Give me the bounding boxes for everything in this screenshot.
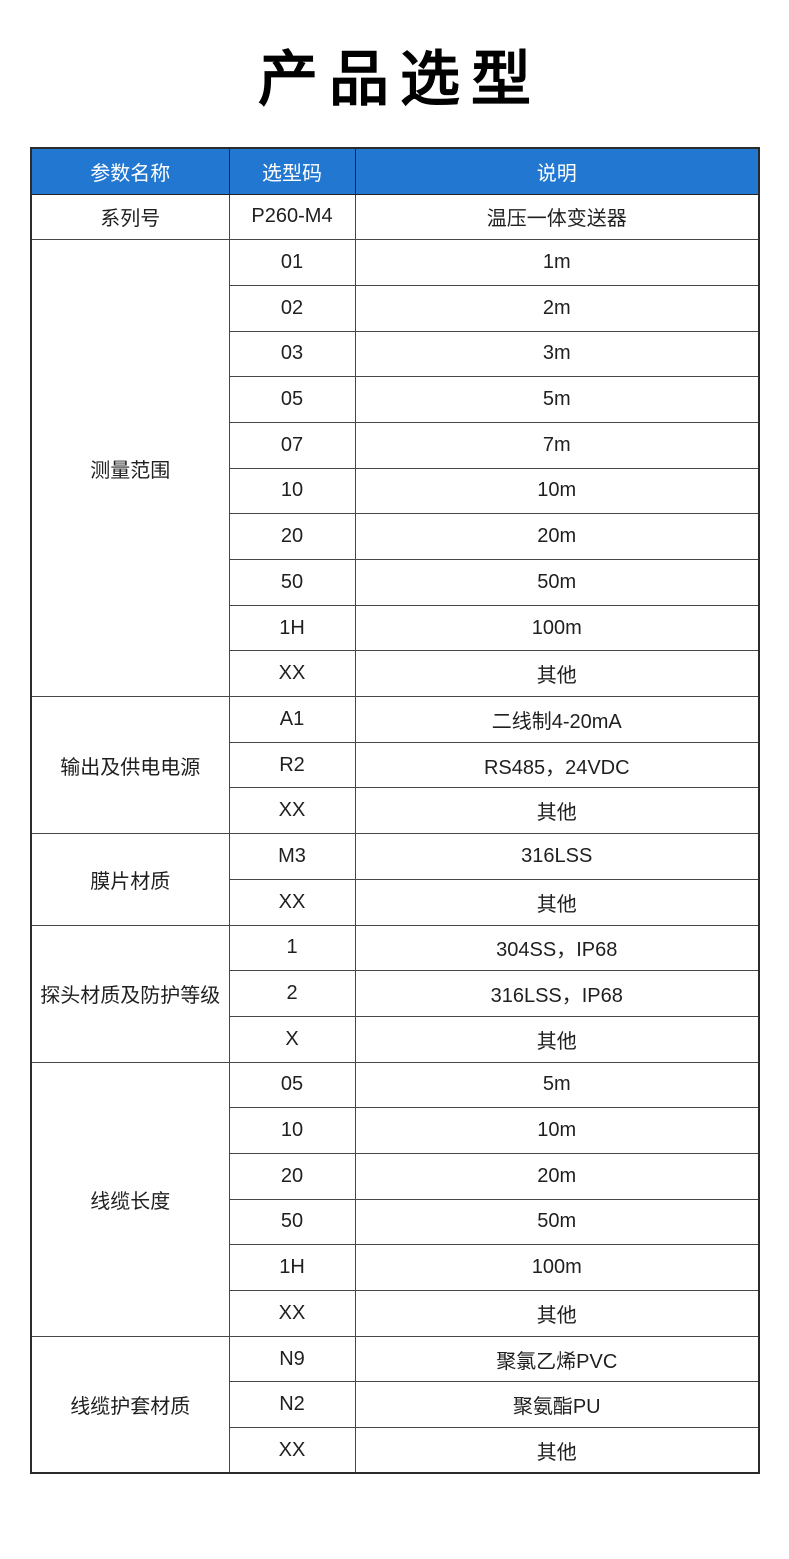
selection-code-cell: N9: [228, 1335, 356, 1383]
selection-code-cell: 1: [228, 924, 356, 972]
selection-code-cell: M3: [228, 833, 356, 880]
selection-code-cell: 50: [228, 559, 356, 606]
selection-code-cell: 2: [228, 970, 356, 1017]
selection-code-cell: XX: [228, 650, 356, 698]
table-row: 测量范围 01 1m: [30, 239, 760, 698]
description-cell: 其他: [354, 650, 760, 698]
table-row: 探头材质及防护等级 1 304SS，IP68: [30, 924, 760, 1063]
selection-code-cell: N2: [228, 1381, 356, 1429]
parameter-name-cell: 输出及供电电源: [30, 696, 230, 835]
description-cell: 7m: [354, 421, 760, 469]
table-row: 1H 100m: [31, 604, 760, 652]
description-cell: 聚氨酯PU: [354, 1381, 760, 1429]
table-row: X 其他: [31, 1015, 760, 1063]
description-cell: 5m: [354, 376, 760, 423]
description-cell: 其他: [354, 1290, 760, 1337]
description-cell: 20m: [354, 513, 760, 560]
description-cell: 其他: [354, 1015, 760, 1063]
page-title: 产品选型: [258, 46, 542, 113]
parameter-name-cell: 系列号: [30, 193, 230, 241]
description-cell: 316LSS: [354, 833, 760, 880]
selection-code-cell: 50: [228, 1198, 356, 1246]
table-row: 03 3m: [31, 330, 760, 378]
selection-code-cell: 20: [228, 513, 356, 560]
table-row: 线缆护套材质 N9 聚氯乙烯PVC: [30, 1335, 760, 1474]
selection-code-cell: 1H: [228, 1244, 356, 1291]
selection-code-cell: 10: [228, 467, 356, 515]
description-cell: 其他: [354, 1427, 760, 1474]
table-row: 02 2m: [31, 284, 760, 332]
parameter-name-cell: 线缆护套材质: [30, 1335, 230, 1474]
description-cell: 1m: [354, 239, 760, 286]
table-row: XX 其他: [31, 878, 760, 926]
table-row: XX 其他: [31, 787, 760, 835]
parameter-name-cell: 测量范围: [30, 239, 230, 698]
description-cell: 温压一体变送器: [354, 193, 760, 241]
selection-code-cell: XX: [228, 878, 356, 926]
table-row: 线缆长度 05 5m: [30, 1061, 760, 1337]
table-header-row: 参数名称 选型码 说明: [30, 147, 760, 195]
table-row: 10 10m: [31, 1107, 760, 1154]
selection-code-cell: R2: [228, 741, 356, 789]
parameter-name-cell: 线缆长度: [30, 1061, 230, 1337]
selection-table-body: 系列号 P260-M4 温压一体变送器 测量范围 01 1m 02 2m 03 3m 05 5m 07 7…: [30, 193, 760, 1474]
table-row: 07 7m: [31, 421, 760, 469]
table-row: 10 10m: [31, 467, 760, 515]
table-row: 05 5m: [31, 376, 760, 423]
description-cell: 3m: [354, 330, 760, 378]
description-cell: 5m: [354, 1061, 760, 1109]
selection-code-cell: 10: [228, 1107, 356, 1154]
table-row: 输出及供电电源 A1 二线制4-20mA: [30, 696, 760, 835]
description-cell: 10m: [354, 467, 760, 515]
table-row: XX 其他: [31, 650, 760, 698]
table-row: N2 聚氨酯PU: [31, 1381, 760, 1429]
selection-code-cell: 05: [228, 376, 356, 423]
col-header-parameter-name: 参数名称: [30, 147, 230, 195]
description-cell: 20m: [354, 1152, 760, 1200]
selection-code-cell: X: [228, 1015, 356, 1063]
description-cell: 50m: [354, 559, 760, 606]
description-cell: 100m: [354, 1244, 760, 1291]
selection-code-cell: 20: [228, 1152, 356, 1200]
selection-code-cell: 05: [228, 1061, 356, 1109]
description-cell: 50m: [354, 1198, 760, 1246]
description-cell: 304SS，IP68: [354, 924, 760, 972]
table-row: 1H 100m: [31, 1244, 760, 1291]
description-cell: 2m: [354, 284, 760, 332]
description-cell: RS485，24VDC: [354, 741, 760, 789]
selection-code-cell: XX: [228, 1290, 356, 1337]
selection-code-cell: 03: [228, 330, 356, 378]
parameter-name-cell: 膜片材质: [30, 833, 230, 926]
description-cell: 其他: [354, 878, 760, 926]
selection-code-cell: XX: [228, 1427, 356, 1474]
table-row: 50 50m: [31, 559, 760, 606]
selection-code-cell: 07: [228, 421, 356, 469]
selection-code-cell: 1H: [228, 604, 356, 652]
col-header-description: 说明: [354, 147, 760, 195]
description-cell: 316LSS，IP68: [354, 970, 760, 1017]
table-row: 膜片材质 M3 316LSS: [30, 833, 760, 926]
description-cell: 聚氯乙烯PVC: [354, 1335, 760, 1383]
selection-code-cell: 02: [228, 284, 356, 332]
parameter-name-cell: 探头材质及防护等级: [30, 924, 230, 1063]
selection-code-cell: P260-M4: [228, 193, 356, 241]
selection-code-cell: XX: [228, 787, 356, 835]
table-row: XX 其他: [31, 1427, 760, 1474]
col-header-selection-code: 选型码: [228, 147, 356, 195]
product-selection-table: 参数名称 选型码 说明 系列号 P260-M4 温压一体变送器 测量范围 01 1m 02 2…: [30, 147, 760, 1475]
table-row: 20 20m: [31, 1152, 760, 1200]
description-cell: 二线制4-20mA: [354, 696, 760, 743]
description-cell: 10m: [354, 1107, 760, 1154]
description-cell: 其他: [354, 787, 760, 835]
table-row: 2 316LSS，IP68: [31, 970, 760, 1017]
selection-code-cell: 01: [228, 239, 356, 286]
selection-code-cell: A1: [228, 696, 356, 743]
table-row: R2 RS485，24VDC: [31, 741, 760, 789]
table-row: 20 20m: [31, 513, 760, 560]
table-row: 系列号 P260-M4 温压一体变送器: [30, 193, 760, 241]
description-cell: 100m: [354, 604, 760, 652]
